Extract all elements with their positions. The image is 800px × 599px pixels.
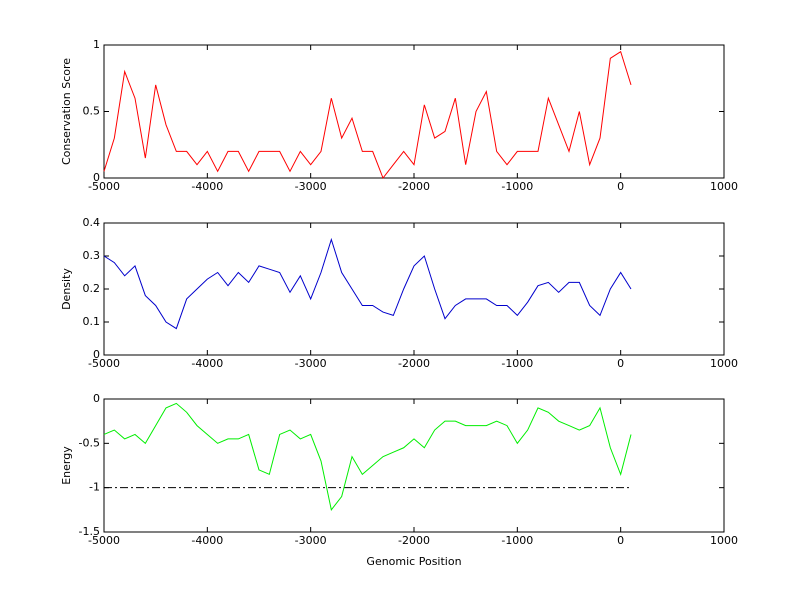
y-axis-label: Density: [60, 268, 73, 310]
x-tick-label: 0: [617, 534, 624, 547]
x-tick-label: -3000: [295, 534, 327, 547]
x-tick-label: -2000: [398, 357, 430, 370]
x-tick-label: -1000: [501, 180, 533, 193]
x-tick-label: -4000: [191, 357, 223, 370]
data-line: [103, 237, 632, 330]
x-tick-label: -5000: [88, 534, 120, 547]
y-tick-label: 1: [93, 38, 100, 51]
x-tick-label: 1000: [710, 357, 738, 370]
y-tick-label: 0: [93, 392, 100, 405]
x-tick-label: 1000: [710, 180, 738, 193]
x-tick-label: 0: [617, 357, 624, 370]
x-tick-label: -4000: [191, 534, 223, 547]
x-tick-label: -5000: [88, 357, 120, 370]
y-axis-label: Conservation Score: [60, 58, 73, 165]
plot-area: [103, 44, 725, 179]
x-tick-label: -4000: [191, 180, 223, 193]
x-axis-label: Genomic Position: [366, 555, 461, 568]
y-tick-label: 0.4: [83, 216, 101, 229]
y-tick-label: -1: [89, 481, 100, 494]
x-tick-label: 1000: [710, 534, 738, 547]
data-line: [103, 50, 632, 180]
y-tick-label: 0: [93, 348, 100, 361]
x-tick-label: -3000: [295, 357, 327, 370]
y-tick-label: 0: [93, 171, 100, 184]
data-line: [103, 402, 632, 511]
x-tick-label: -3000: [295, 180, 327, 193]
y-tick-label: 0.2: [83, 282, 101, 295]
x-tick-label: 0: [617, 180, 624, 193]
plot-area: [103, 398, 725, 533]
x-tick-label: -1000: [501, 534, 533, 547]
y-tick-label: -1.5: [79, 525, 100, 538]
x-tick-label: -1000: [501, 357, 533, 370]
y-tick-label: 0.5: [83, 105, 101, 118]
x-tick-label: -5000: [88, 180, 120, 193]
x-tick-label: -2000: [398, 180, 430, 193]
y-tick-label: 0.1: [83, 315, 101, 328]
y-tick-label: 0.3: [83, 249, 101, 262]
y-axis-label: Energy: [60, 446, 73, 485]
y-tick-label: -0.5: [79, 436, 100, 449]
x-tick-label: -2000: [398, 534, 430, 547]
